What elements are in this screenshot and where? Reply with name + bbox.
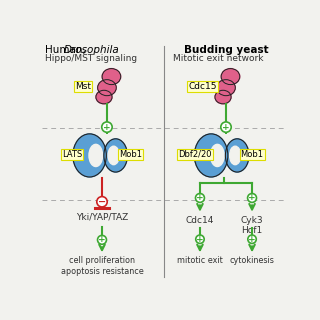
Text: +: +	[103, 123, 111, 132]
Text: Hippo/MST signaling: Hippo/MST signaling	[45, 54, 137, 63]
Ellipse shape	[211, 144, 224, 166]
Circle shape	[221, 122, 231, 132]
Ellipse shape	[225, 139, 249, 172]
Ellipse shape	[96, 90, 112, 104]
Text: Mst: Mst	[76, 82, 92, 91]
Text: mitotic exit: mitotic exit	[177, 256, 223, 266]
Text: +: +	[222, 123, 230, 132]
Text: Mob1: Mob1	[119, 150, 142, 159]
Text: Mob1: Mob1	[241, 150, 264, 159]
Ellipse shape	[98, 80, 116, 96]
Text: Yki/YAP/TAZ: Yki/YAP/TAZ	[76, 213, 128, 222]
Ellipse shape	[217, 80, 235, 96]
Ellipse shape	[73, 134, 106, 177]
Ellipse shape	[108, 146, 119, 165]
Text: +: +	[248, 194, 256, 203]
Circle shape	[196, 194, 204, 202]
Text: +: +	[248, 235, 256, 244]
Circle shape	[196, 235, 204, 244]
Circle shape	[102, 122, 112, 132]
Text: −: −	[98, 197, 106, 207]
Text: Cyk3
Hof1: Cyk3 Hof1	[241, 216, 263, 235]
Text: +: +	[98, 235, 106, 244]
Circle shape	[248, 194, 257, 202]
Text: Mitotic exit network: Mitotic exit network	[173, 54, 264, 63]
Text: cytokinesis: cytokinesis	[230, 256, 275, 266]
Ellipse shape	[104, 139, 127, 172]
Text: Dbf2/20: Dbf2/20	[178, 150, 212, 159]
Text: Cdc15: Cdc15	[188, 82, 217, 91]
Text: Budding yeast: Budding yeast	[184, 44, 268, 54]
Ellipse shape	[215, 90, 231, 104]
Circle shape	[248, 235, 256, 244]
Text: LATS: LATS	[62, 150, 82, 159]
Text: +: +	[196, 235, 204, 244]
Ellipse shape	[194, 134, 228, 177]
Circle shape	[97, 196, 107, 207]
Ellipse shape	[89, 144, 103, 166]
Text: Cdc14: Cdc14	[186, 216, 214, 225]
Ellipse shape	[102, 68, 121, 84]
Text: cell proliferation
apoptosis resistance: cell proliferation apoptosis resistance	[60, 256, 143, 276]
Text: Drosophila: Drosophila	[64, 44, 119, 54]
Ellipse shape	[221, 68, 240, 84]
Circle shape	[98, 236, 107, 244]
Text: +: +	[196, 194, 204, 203]
Ellipse shape	[229, 146, 241, 165]
Text: Human,: Human,	[45, 44, 89, 54]
